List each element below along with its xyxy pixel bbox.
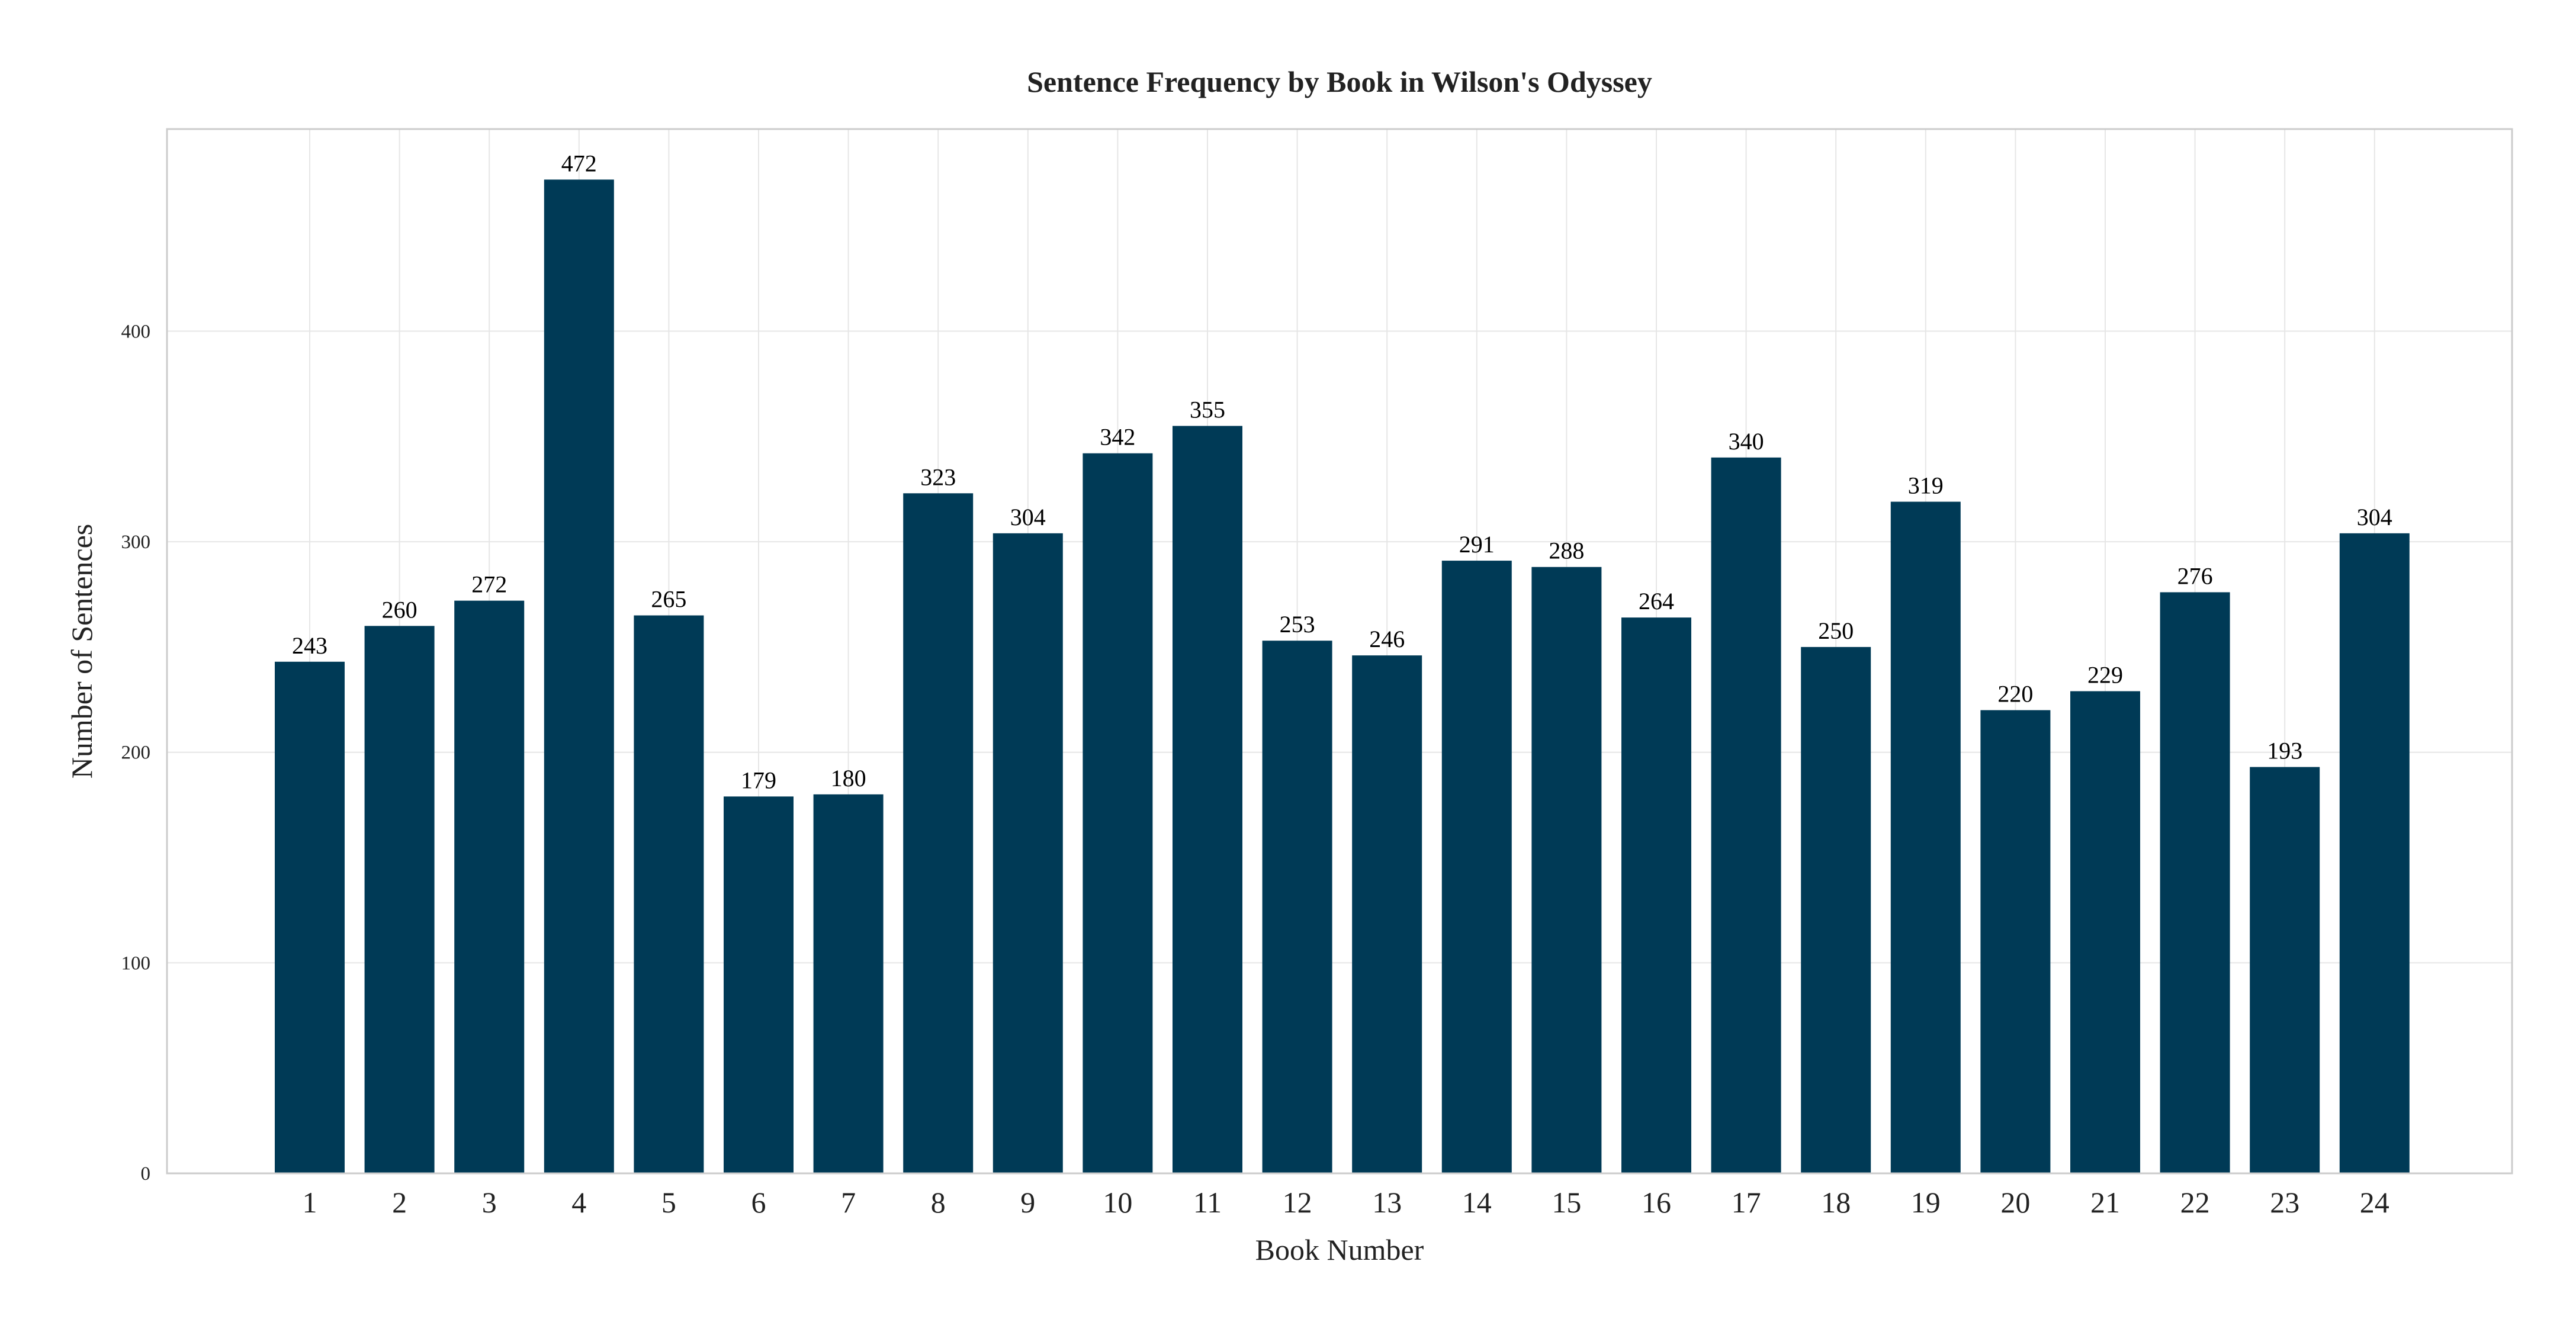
y-tick-label: 100 — [121, 953, 151, 974]
data-label: 472 — [561, 150, 597, 176]
bar — [634, 615, 704, 1173]
data-label: 260 — [382, 596, 417, 623]
bar — [813, 794, 884, 1173]
x-tick-label: 24 — [2360, 1186, 2389, 1219]
data-label: 342 — [1100, 424, 1135, 451]
x-tick-label: 18 — [1821, 1186, 1851, 1219]
x-tick-label: 21 — [2090, 1186, 2120, 1219]
bar — [1173, 426, 1242, 1173]
bar — [1531, 567, 1602, 1173]
data-label: 229 — [2087, 662, 2123, 688]
x-tick-label: 15 — [1552, 1186, 1581, 1219]
y-axis-label: Number of Sentences — [65, 524, 98, 778]
y-tick-label: 400 — [121, 321, 151, 342]
data-label: 355 — [1190, 396, 1225, 423]
bar — [903, 493, 974, 1173]
x-tick-label: 9 — [1020, 1186, 1035, 1219]
data-label: 304 — [2357, 504, 2392, 530]
bar — [364, 626, 435, 1173]
data-label: 304 — [1010, 504, 1046, 530]
x-tick-label: 4 — [571, 1186, 586, 1219]
data-label: 272 — [471, 571, 507, 598]
bar — [1441, 561, 1512, 1174]
y-tick-label: 200 — [121, 742, 151, 764]
x-axis-label: Book Number — [1255, 1233, 1424, 1266]
bar — [275, 661, 345, 1173]
bar — [2070, 691, 2140, 1173]
data-label: 253 — [1280, 611, 1315, 638]
bar — [1083, 453, 1153, 1173]
data-labels-layer: 243 260 272 472 265 179 180 323 304 342 355 253 246 2… — [292, 150, 2392, 793]
x-tick-label: 22 — [2180, 1186, 2210, 1219]
x-tick-label: 23 — [2270, 1186, 2299, 1219]
bar — [724, 796, 794, 1173]
bar — [2339, 533, 2410, 1174]
data-label: 179 — [741, 767, 776, 793]
bar — [993, 533, 1063, 1174]
data-label: 250 — [1818, 617, 1854, 644]
bar — [1801, 646, 1871, 1173]
plot-frame — [166, 128, 2513, 1175]
data-label: 288 — [1549, 538, 1584, 564]
bars-layer — [275, 179, 2410, 1174]
data-label: 340 — [1729, 428, 1764, 455]
data-label: 323 — [920, 464, 956, 490]
bar — [1711, 457, 1781, 1174]
bar — [1980, 710, 2051, 1173]
x-tick-label: 6 — [751, 1186, 766, 1219]
x-tick-label: 20 — [2000, 1186, 2030, 1219]
data-label: 180 — [831, 765, 866, 792]
y-axis-ticks: 0 100 200 300 400 — [121, 321, 151, 1185]
data-label: 265 — [651, 586, 686, 613]
x-axis-ticks: 1 2 3 4 5 6 7 8 9 10 11 12 13 14 15 16 17 18 19 20 21 22 23 24 — [303, 1186, 2389, 1219]
x-tick-label: 16 — [1642, 1186, 1671, 1219]
x-tick-label: 11 — [1193, 1186, 1222, 1219]
x-tick-label: 17 — [1732, 1186, 1761, 1219]
x-tick-label: 5 — [661, 1186, 676, 1219]
data-label: 193 — [2267, 738, 2302, 764]
data-label: 319 — [1908, 472, 1944, 498]
x-tick-label: 2 — [392, 1186, 407, 1219]
data-label: 276 — [2177, 562, 2213, 589]
bar — [2160, 592, 2230, 1173]
chart-title: Sentence Frequency by Book in Wilson's O… — [1027, 65, 1652, 98]
bar — [1352, 655, 1422, 1173]
y-tick-label: 0 — [141, 1163, 151, 1185]
data-label: 243 — [292, 632, 327, 659]
data-label: 291 — [1459, 531, 1495, 558]
x-tick-label: 12 — [1283, 1186, 1312, 1219]
bar — [544, 179, 614, 1173]
data-label: 246 — [1369, 626, 1405, 652]
data-label: 264 — [1639, 588, 1674, 614]
x-tick-label: 7 — [841, 1186, 856, 1219]
x-tick-label: 3 — [482, 1186, 497, 1219]
x-tick-label: 1 — [303, 1186, 317, 1219]
x-tick-label: 19 — [1911, 1186, 1941, 1219]
x-tick-label: 14 — [1462, 1186, 1492, 1219]
bar — [1262, 641, 1332, 1173]
x-tick-label: 8 — [931, 1186, 946, 1219]
data-label: 220 — [1997, 681, 2033, 707]
x-tick-label: 10 — [1103, 1186, 1132, 1219]
y-tick-label: 300 — [121, 532, 151, 553]
bar — [2250, 767, 2320, 1173]
x-tick-label: 13 — [1372, 1186, 1402, 1219]
bar — [1890, 501, 1961, 1173]
bar — [1621, 617, 1691, 1173]
bar — [454, 600, 525, 1173]
